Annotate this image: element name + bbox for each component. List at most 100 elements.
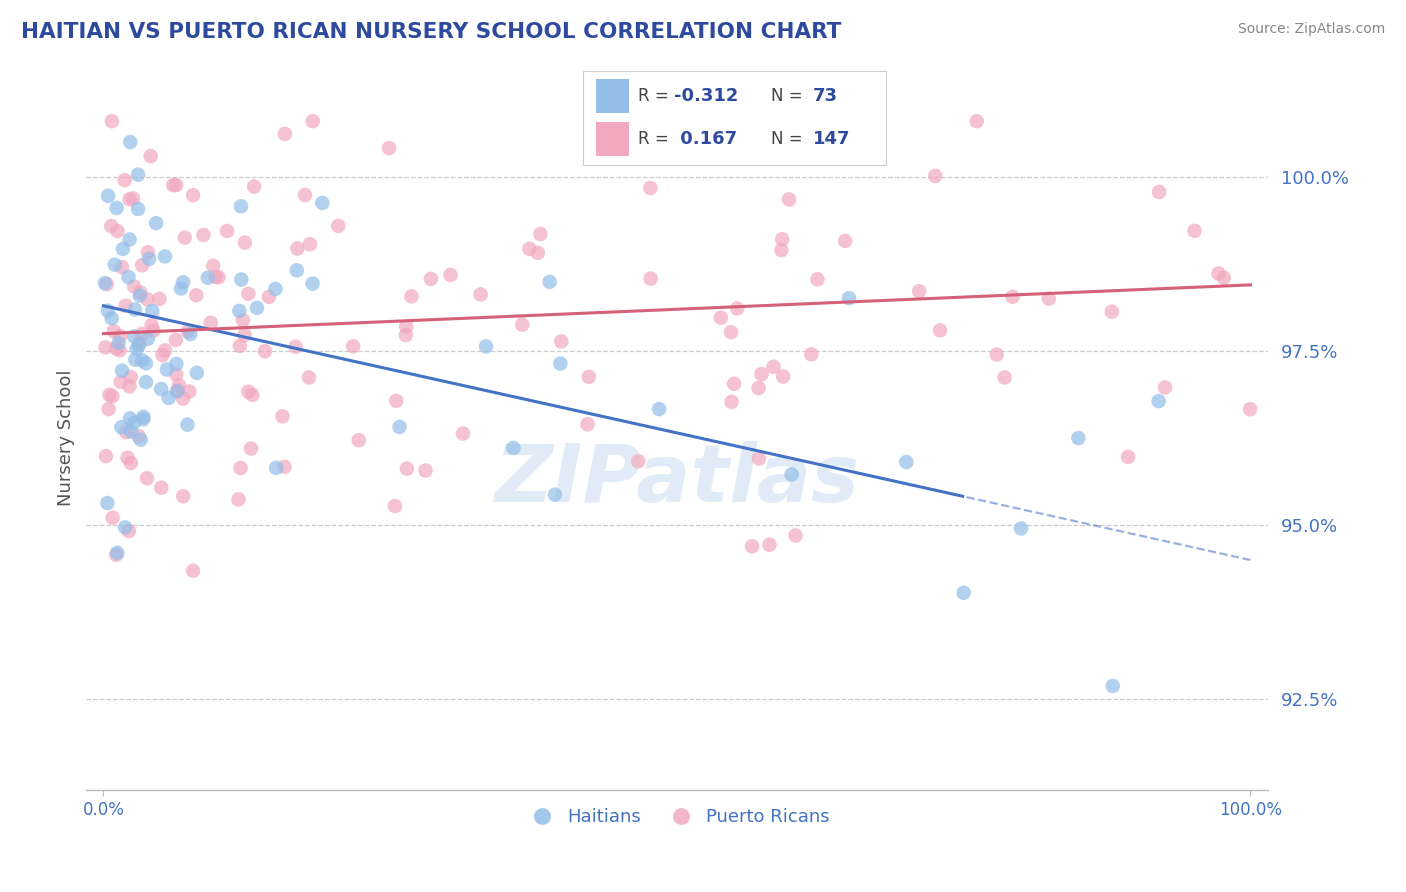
- Point: [122, 191, 145, 205]
- Point: [1184, 224, 1206, 238]
- Point: [128, 338, 150, 352]
- Point: [328, 219, 350, 233]
- Point: [97, 402, 120, 417]
- Point: [723, 376, 745, 391]
- Point: [780, 467, 803, 482]
- Point: [100, 311, 122, 326]
- Y-axis label: Nursery School: Nursery School: [58, 370, 75, 507]
- Point: [725, 301, 748, 316]
- Point: [193, 227, 215, 242]
- Text: ZIPatlas: ZIPatlas: [495, 442, 859, 519]
- Point: [110, 329, 132, 343]
- Text: 73: 73: [813, 87, 838, 104]
- Point: [170, 281, 193, 295]
- Text: Source: ZipAtlas.com: Source: ZipAtlas.com: [1237, 22, 1385, 37]
- Point: [924, 169, 946, 183]
- Point: [120, 135, 142, 149]
- Point: [246, 301, 269, 315]
- Point: [800, 347, 823, 361]
- Point: [385, 393, 408, 408]
- Point: [311, 196, 333, 211]
- Point: [748, 451, 770, 466]
- FancyBboxPatch shape: [596, 78, 628, 112]
- Point: [165, 357, 187, 371]
- Point: [129, 285, 152, 300]
- Point: [710, 310, 733, 325]
- Point: [785, 528, 807, 542]
- Point: [105, 342, 128, 356]
- Point: [127, 168, 149, 182]
- Point: [124, 352, 146, 367]
- Point: [131, 353, 153, 368]
- Point: [273, 459, 295, 474]
- Point: [994, 370, 1017, 384]
- Text: -0.312: -0.312: [675, 87, 738, 104]
- Point: [152, 348, 174, 362]
- Point: [131, 258, 153, 272]
- Point: [229, 461, 252, 475]
- Point: [197, 270, 219, 285]
- Point: [231, 272, 253, 286]
- Point: [228, 304, 250, 318]
- Point: [128, 429, 150, 443]
- Point: [243, 179, 266, 194]
- Point: [105, 546, 128, 560]
- Point: [415, 464, 437, 478]
- Point: [114, 173, 136, 187]
- Point: [111, 363, 134, 377]
- Point: [125, 342, 148, 356]
- Point: [720, 395, 742, 409]
- Point: [770, 232, 793, 246]
- Point: [388, 420, 411, 434]
- Point: [929, 323, 952, 337]
- Point: [107, 336, 129, 351]
- Point: [439, 268, 461, 282]
- Point: [347, 434, 370, 448]
- Point: [98, 388, 121, 402]
- Point: [173, 230, 195, 244]
- Point: [640, 271, 662, 285]
- Point: [778, 193, 800, 207]
- Point: [395, 461, 418, 475]
- Point: [129, 433, 152, 447]
- Point: [120, 370, 142, 384]
- Point: [138, 252, 160, 266]
- Point: [105, 201, 128, 215]
- Point: [741, 539, 763, 553]
- Point: [253, 344, 276, 359]
- Text: 0.167: 0.167: [675, 130, 737, 148]
- Point: [114, 520, 136, 534]
- Point: [1239, 402, 1261, 417]
- Point: [186, 288, 208, 302]
- Point: [207, 270, 229, 285]
- Point: [136, 245, 159, 260]
- Point: [538, 275, 561, 289]
- Point: [758, 538, 780, 552]
- Point: [1147, 394, 1170, 409]
- Point: [166, 384, 188, 399]
- Point: [772, 369, 794, 384]
- Point: [97, 303, 120, 318]
- Point: [132, 409, 155, 424]
- Point: [648, 402, 671, 417]
- Point: [118, 233, 141, 247]
- Point: [131, 326, 153, 341]
- Point: [285, 263, 308, 277]
- Point: [118, 379, 141, 393]
- Point: [111, 242, 134, 256]
- Point: [1001, 290, 1024, 304]
- Point: [181, 564, 204, 578]
- Point: [135, 375, 157, 389]
- Point: [120, 456, 142, 470]
- Point: [751, 367, 773, 381]
- Point: [1010, 521, 1032, 535]
- Point: [101, 389, 124, 403]
- Point: [177, 325, 200, 339]
- Point: [240, 388, 263, 402]
- Point: [550, 334, 572, 349]
- Point: [179, 384, 201, 399]
- Point: [378, 141, 401, 155]
- Point: [395, 328, 418, 343]
- Point: [1154, 380, 1177, 394]
- Point: [108, 343, 131, 358]
